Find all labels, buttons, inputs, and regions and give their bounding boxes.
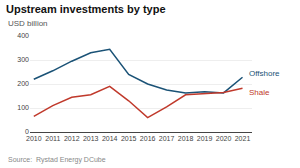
svg-text:Offshore: Offshore [249, 69, 280, 78]
svg-text:2010: 2010 [26, 135, 42, 142]
svg-text:2020: 2020 [216, 135, 232, 142]
svg-text:2017: 2017 [159, 135, 175, 142]
svg-text:300: 300 [17, 56, 29, 63]
svg-text:2021: 2021 [235, 135, 251, 142]
svg-text:400: 400 [17, 32, 29, 39]
svg-text:200: 200 [17, 80, 29, 87]
svg-text:100: 100 [17, 104, 29, 111]
svg-text:2013: 2013 [83, 135, 99, 142]
svg-text:Upstream investments by type: Upstream investments by type [6, 3, 166, 15]
svg-text:2014: 2014 [102, 135, 118, 142]
svg-text:0: 0 [25, 128, 29, 135]
svg-text:2016: 2016 [140, 135, 156, 142]
svg-text:2015: 2015 [121, 135, 137, 142]
svg-text:USD billion: USD billion [8, 19, 48, 28]
svg-text:2011: 2011 [45, 135, 60, 142]
svg-text:Shale: Shale [249, 88, 270, 97]
svg-text:Source: Rystad Energy DCube: Source: Rystad Energy DCube [8, 156, 106, 164]
svg-text:2018: 2018 [178, 135, 194, 142]
svg-text:2012: 2012 [64, 135, 80, 142]
svg-text:2019: 2019 [197, 135, 213, 142]
